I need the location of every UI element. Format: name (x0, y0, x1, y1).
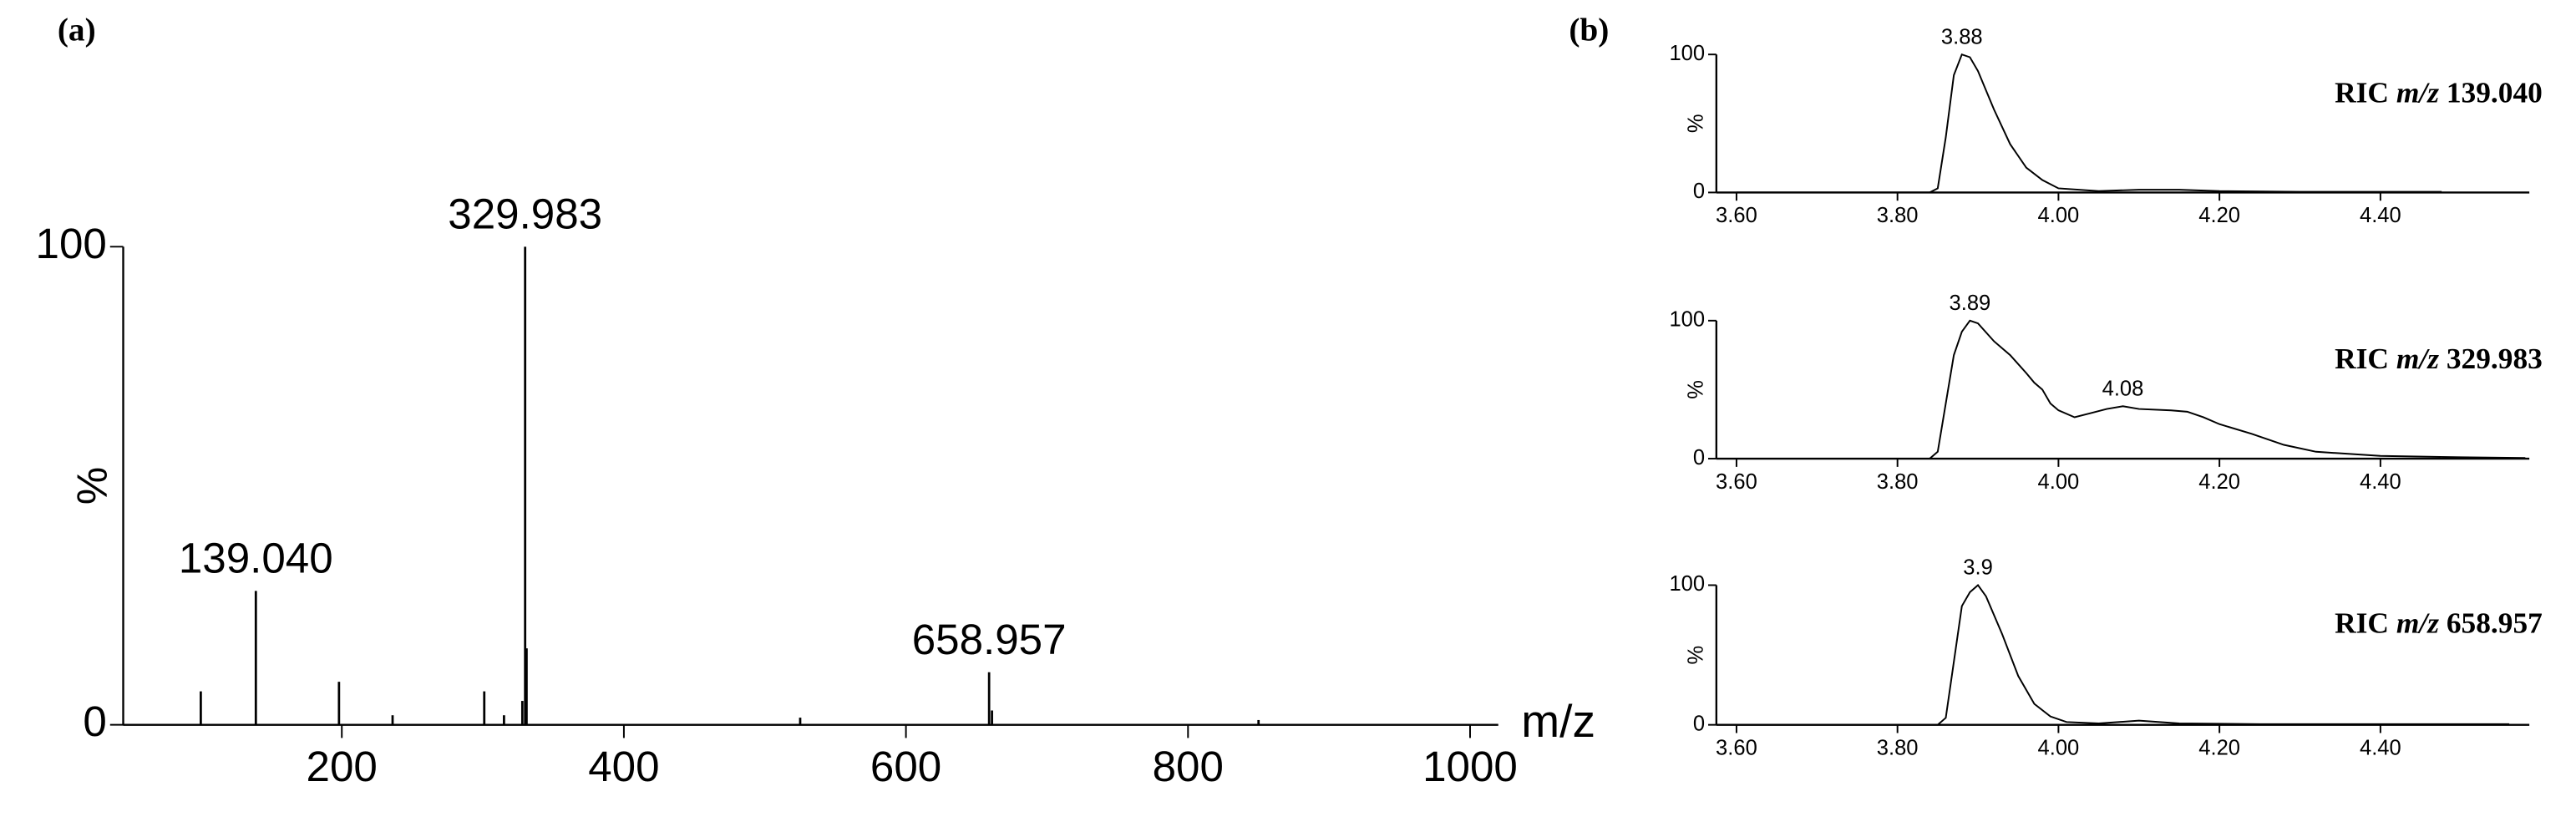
y-tick-label: 0 (83, 698, 106, 745)
panel-label: (b) (1569, 12, 1609, 48)
x-tick-label: 4.20 (2198, 736, 2240, 759)
x-tick-label: 200 (307, 743, 378, 790)
trace-label-part: 139.040 (2447, 75, 2543, 109)
x-tick-label: 600 (870, 743, 941, 790)
x-tick-label: 800 (1153, 743, 1224, 790)
x-tick-label: 3.60 (1716, 204, 1757, 227)
peak-annotation: 4.08 (2102, 377, 2144, 400)
peak-label: 658.957 (912, 616, 1067, 663)
y-axis-label: % (1684, 114, 1707, 133)
x-tick-label: 1000 (1422, 743, 1518, 790)
trace (1736, 584, 2510, 726)
x-tick-label: 4.40 (2360, 736, 2401, 759)
x-tick-label: 3.80 (1877, 204, 1919, 227)
x-tick-label: 3.60 (1716, 470, 1757, 494)
trace-label-part: m/z (2396, 342, 2439, 375)
y-axis-label: % (1684, 646, 1707, 665)
x-tick-label: 4.40 (2360, 204, 2401, 227)
x-tick-label: 4.00 (2038, 204, 2080, 227)
trace-label: RIC m/z 658.957 (2335, 606, 2543, 640)
y-tick-label: 100 (1669, 42, 1705, 65)
peak-annotation: 3.9 (1963, 556, 1993, 580)
y-tick-label: 100 (1669, 572, 1705, 596)
peak-label: 329.983 (448, 190, 602, 237)
x-tick-label: 3.80 (1877, 736, 1919, 759)
x-tick-label: 3.60 (1716, 736, 1757, 759)
x-tick-label: 3.80 (1877, 470, 1919, 494)
y-tick-label: 100 (36, 220, 107, 267)
trace-label-part: 658.957 (2447, 606, 2543, 640)
y-axis-label: % (68, 467, 116, 505)
x-tick-label: 400 (588, 743, 659, 790)
peak-annotation: 3.88 (1941, 25, 1983, 48)
trace-label-part: RIC (2335, 75, 2389, 109)
y-tick-label: 0 (1693, 446, 1705, 469)
trace-label-part: m/z (2396, 75, 2439, 109)
trace-label-part: RIC (2335, 606, 2389, 640)
panel-label: (a) (58, 12, 96, 48)
y-axis-label: % (1684, 380, 1707, 399)
x-tick-label: 4.00 (2038, 736, 2080, 759)
trace-label-part: RIC (2335, 342, 2389, 375)
x-tick-label: 4.20 (2198, 204, 2240, 227)
trace-label-part: 329.983 (2447, 342, 2543, 375)
x-tick-label: 4.20 (2198, 470, 2240, 494)
x-axis-label: m/z (1521, 695, 1595, 747)
y-tick-label: 100 (1669, 308, 1705, 332)
trace (1736, 319, 2526, 460)
y-tick-label: 0 (1693, 180, 1705, 203)
trace-label: RIC m/z 329.983 (2335, 342, 2543, 375)
peak-label: 139.040 (179, 535, 333, 582)
y-tick-label: 0 (1693, 712, 1705, 735)
trace-label-part: m/z (2396, 606, 2439, 640)
x-tick-label: 4.40 (2360, 470, 2401, 494)
peak-annotation: 3.89 (1950, 292, 1991, 315)
trace-label: RIC m/z 139.040 (2335, 75, 2543, 109)
trace (1736, 53, 2442, 194)
x-tick-label: 4.00 (2038, 470, 2080, 494)
